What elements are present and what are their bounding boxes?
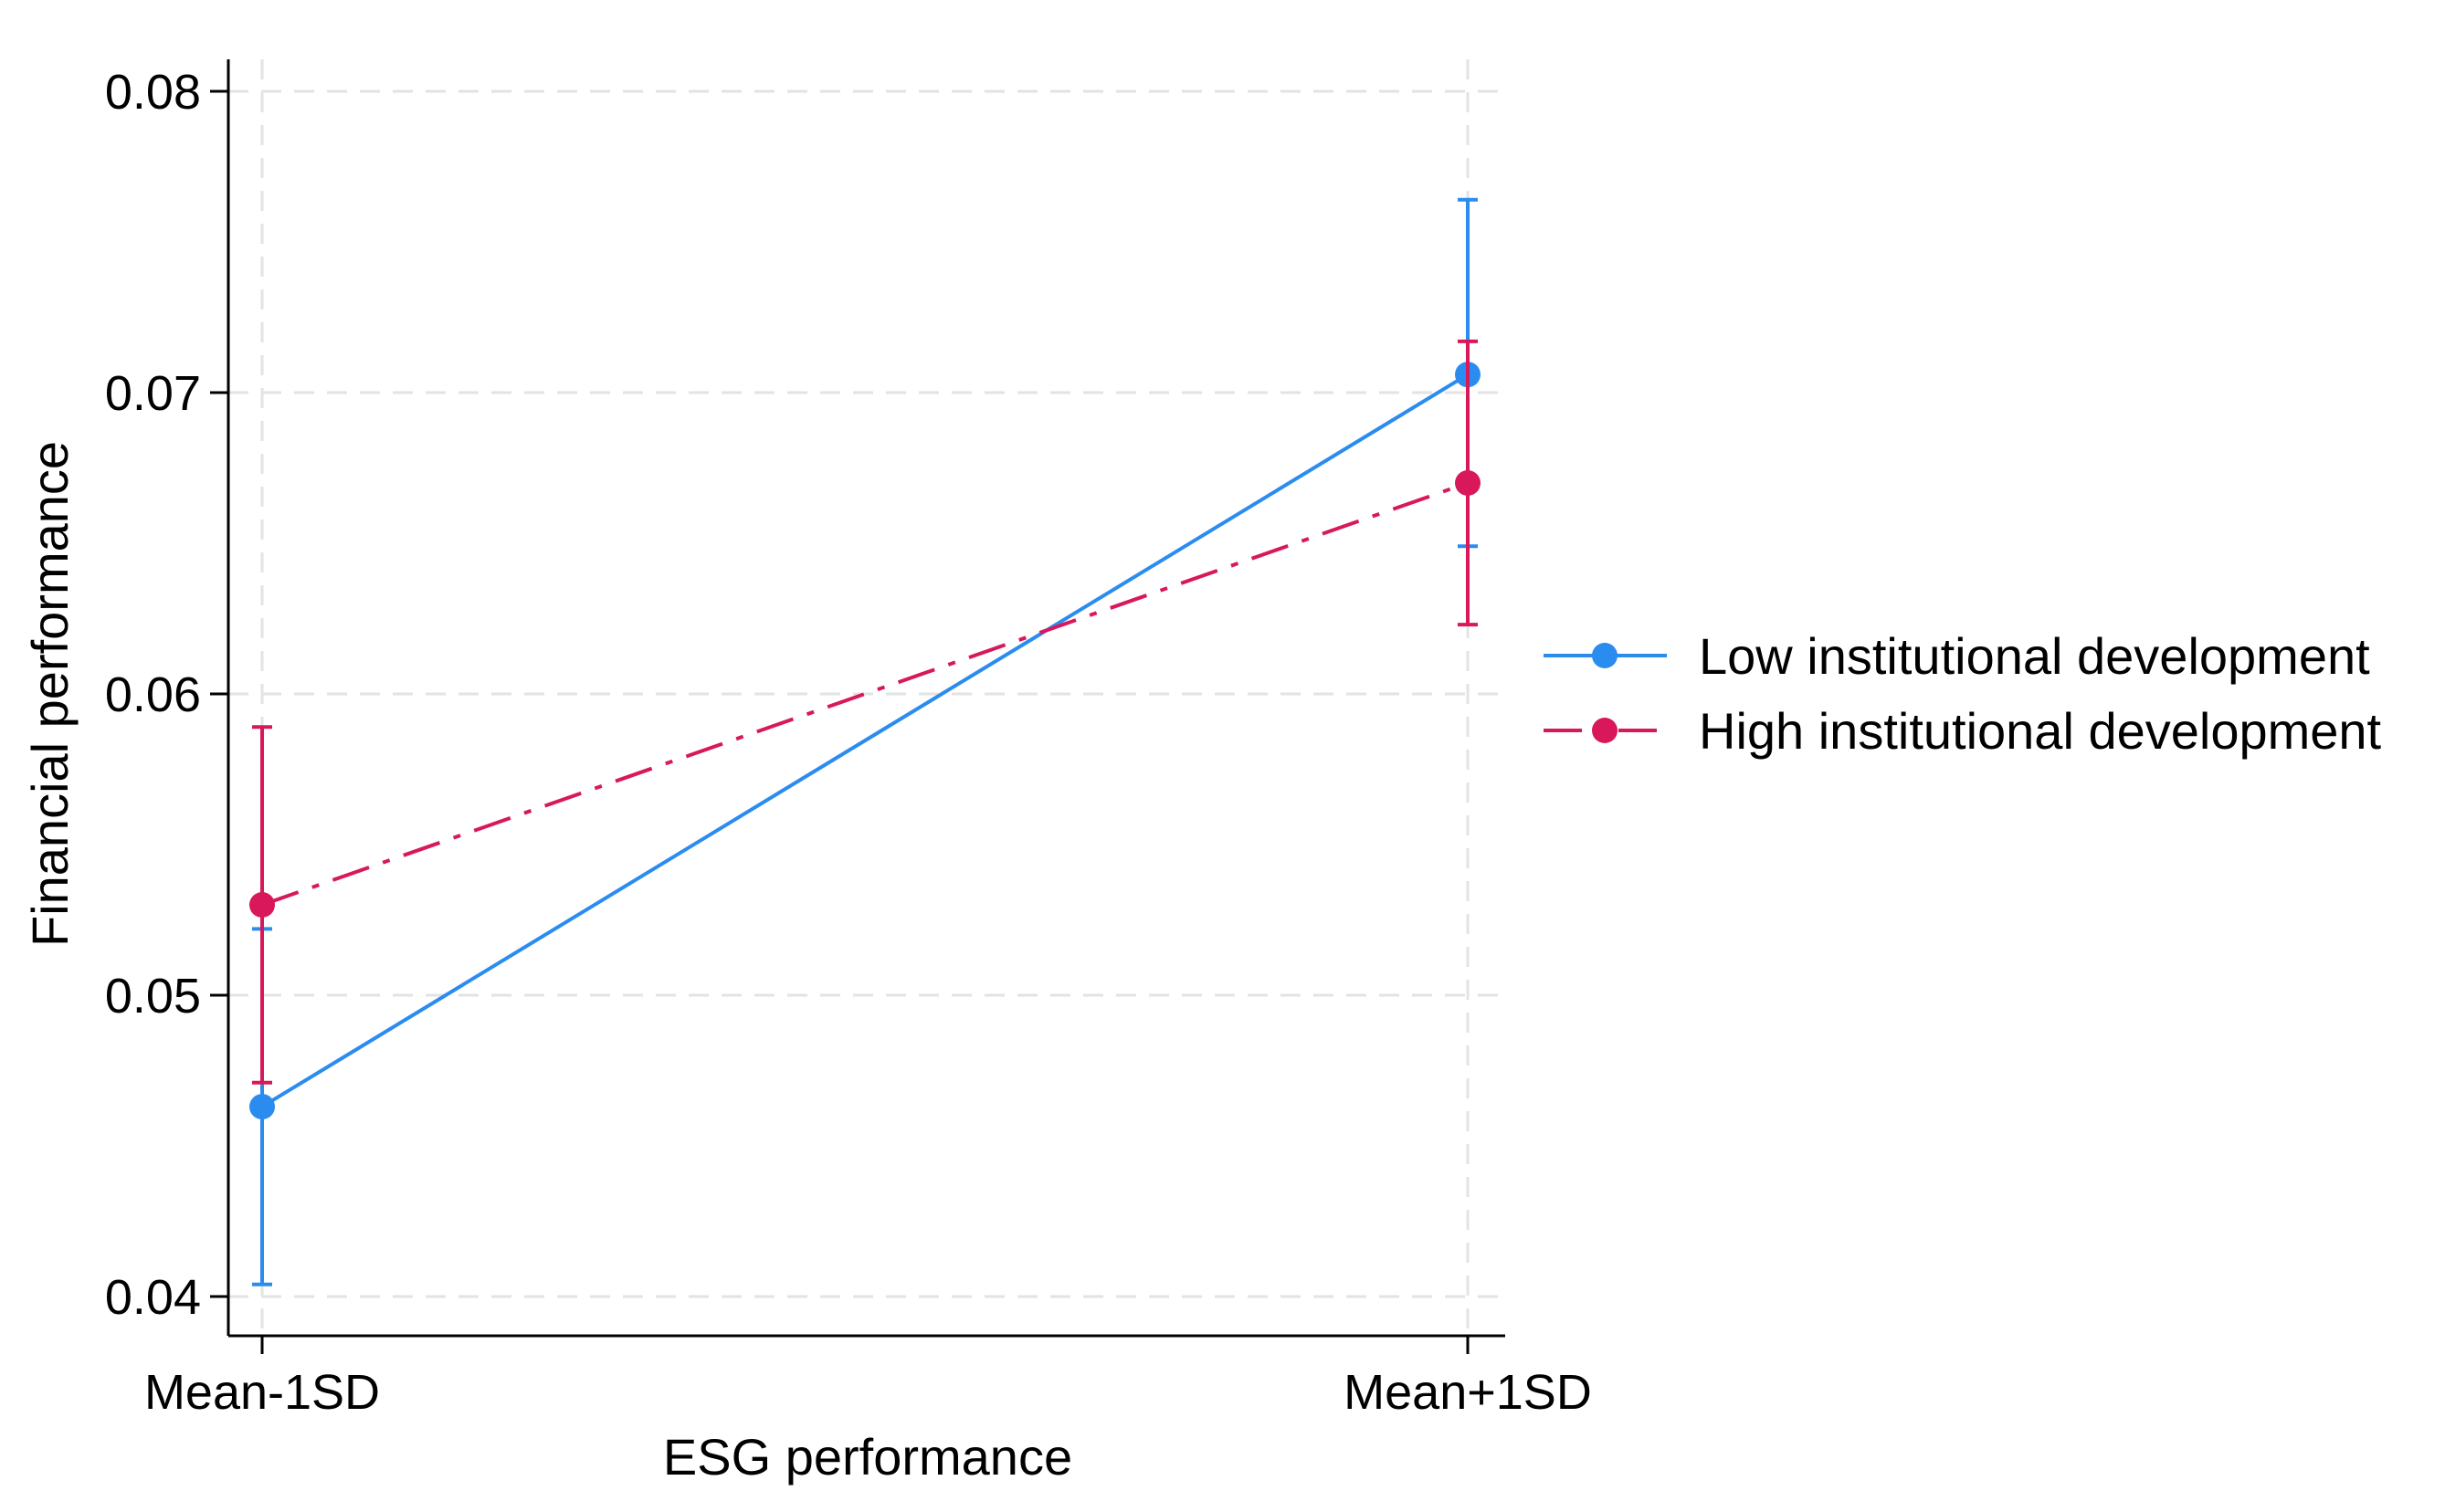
x-tick-label-0: Mean-1SD xyxy=(144,1365,380,1420)
y-tick-label-0: 0.04 xyxy=(105,1270,201,1325)
legend-swatch-marker-low xyxy=(1592,643,1618,668)
x-axis-title: ESG performance xyxy=(663,1428,1072,1486)
y-tick-label-3: 0.07 xyxy=(105,366,201,421)
x-ticks: Mean-1SD Mean+1SD xyxy=(144,1336,1592,1420)
series-line-0 xyxy=(260,373,1470,1108)
legend-item-high: High institutional development xyxy=(1544,702,2382,760)
series-1 xyxy=(249,339,1481,1085)
y-tick-label-4: 0.08 xyxy=(105,65,201,120)
legend-item-low: Low institutional development xyxy=(1544,627,2370,685)
axes xyxy=(227,59,1505,1338)
y-tick-label-2: 0.06 xyxy=(105,667,201,722)
legend-label-low: Low institutional development xyxy=(1699,627,2370,685)
y-axis-title: Financial performance xyxy=(21,441,79,947)
y-ticks: 0.04 0.05 0.06 0.07 0.08 xyxy=(105,65,228,1325)
data-point-1-1 xyxy=(1455,470,1481,496)
y-tick-label-1: 0.05 xyxy=(105,969,201,1024)
data-point-0-0 xyxy=(249,1094,275,1120)
legend-swatch-marker-high xyxy=(1592,718,1618,743)
series-layer xyxy=(249,197,1481,1286)
x-tick-label-1: Mean+1SD xyxy=(1344,1365,1592,1420)
series-line-1 xyxy=(261,481,1469,907)
data-point-1-0 xyxy=(249,892,275,918)
legend: Low institutional development High insti… xyxy=(1544,627,2382,760)
grid xyxy=(228,59,1505,1336)
series-0 xyxy=(249,197,1481,1286)
legend-label-high: High institutional development xyxy=(1699,702,2382,760)
